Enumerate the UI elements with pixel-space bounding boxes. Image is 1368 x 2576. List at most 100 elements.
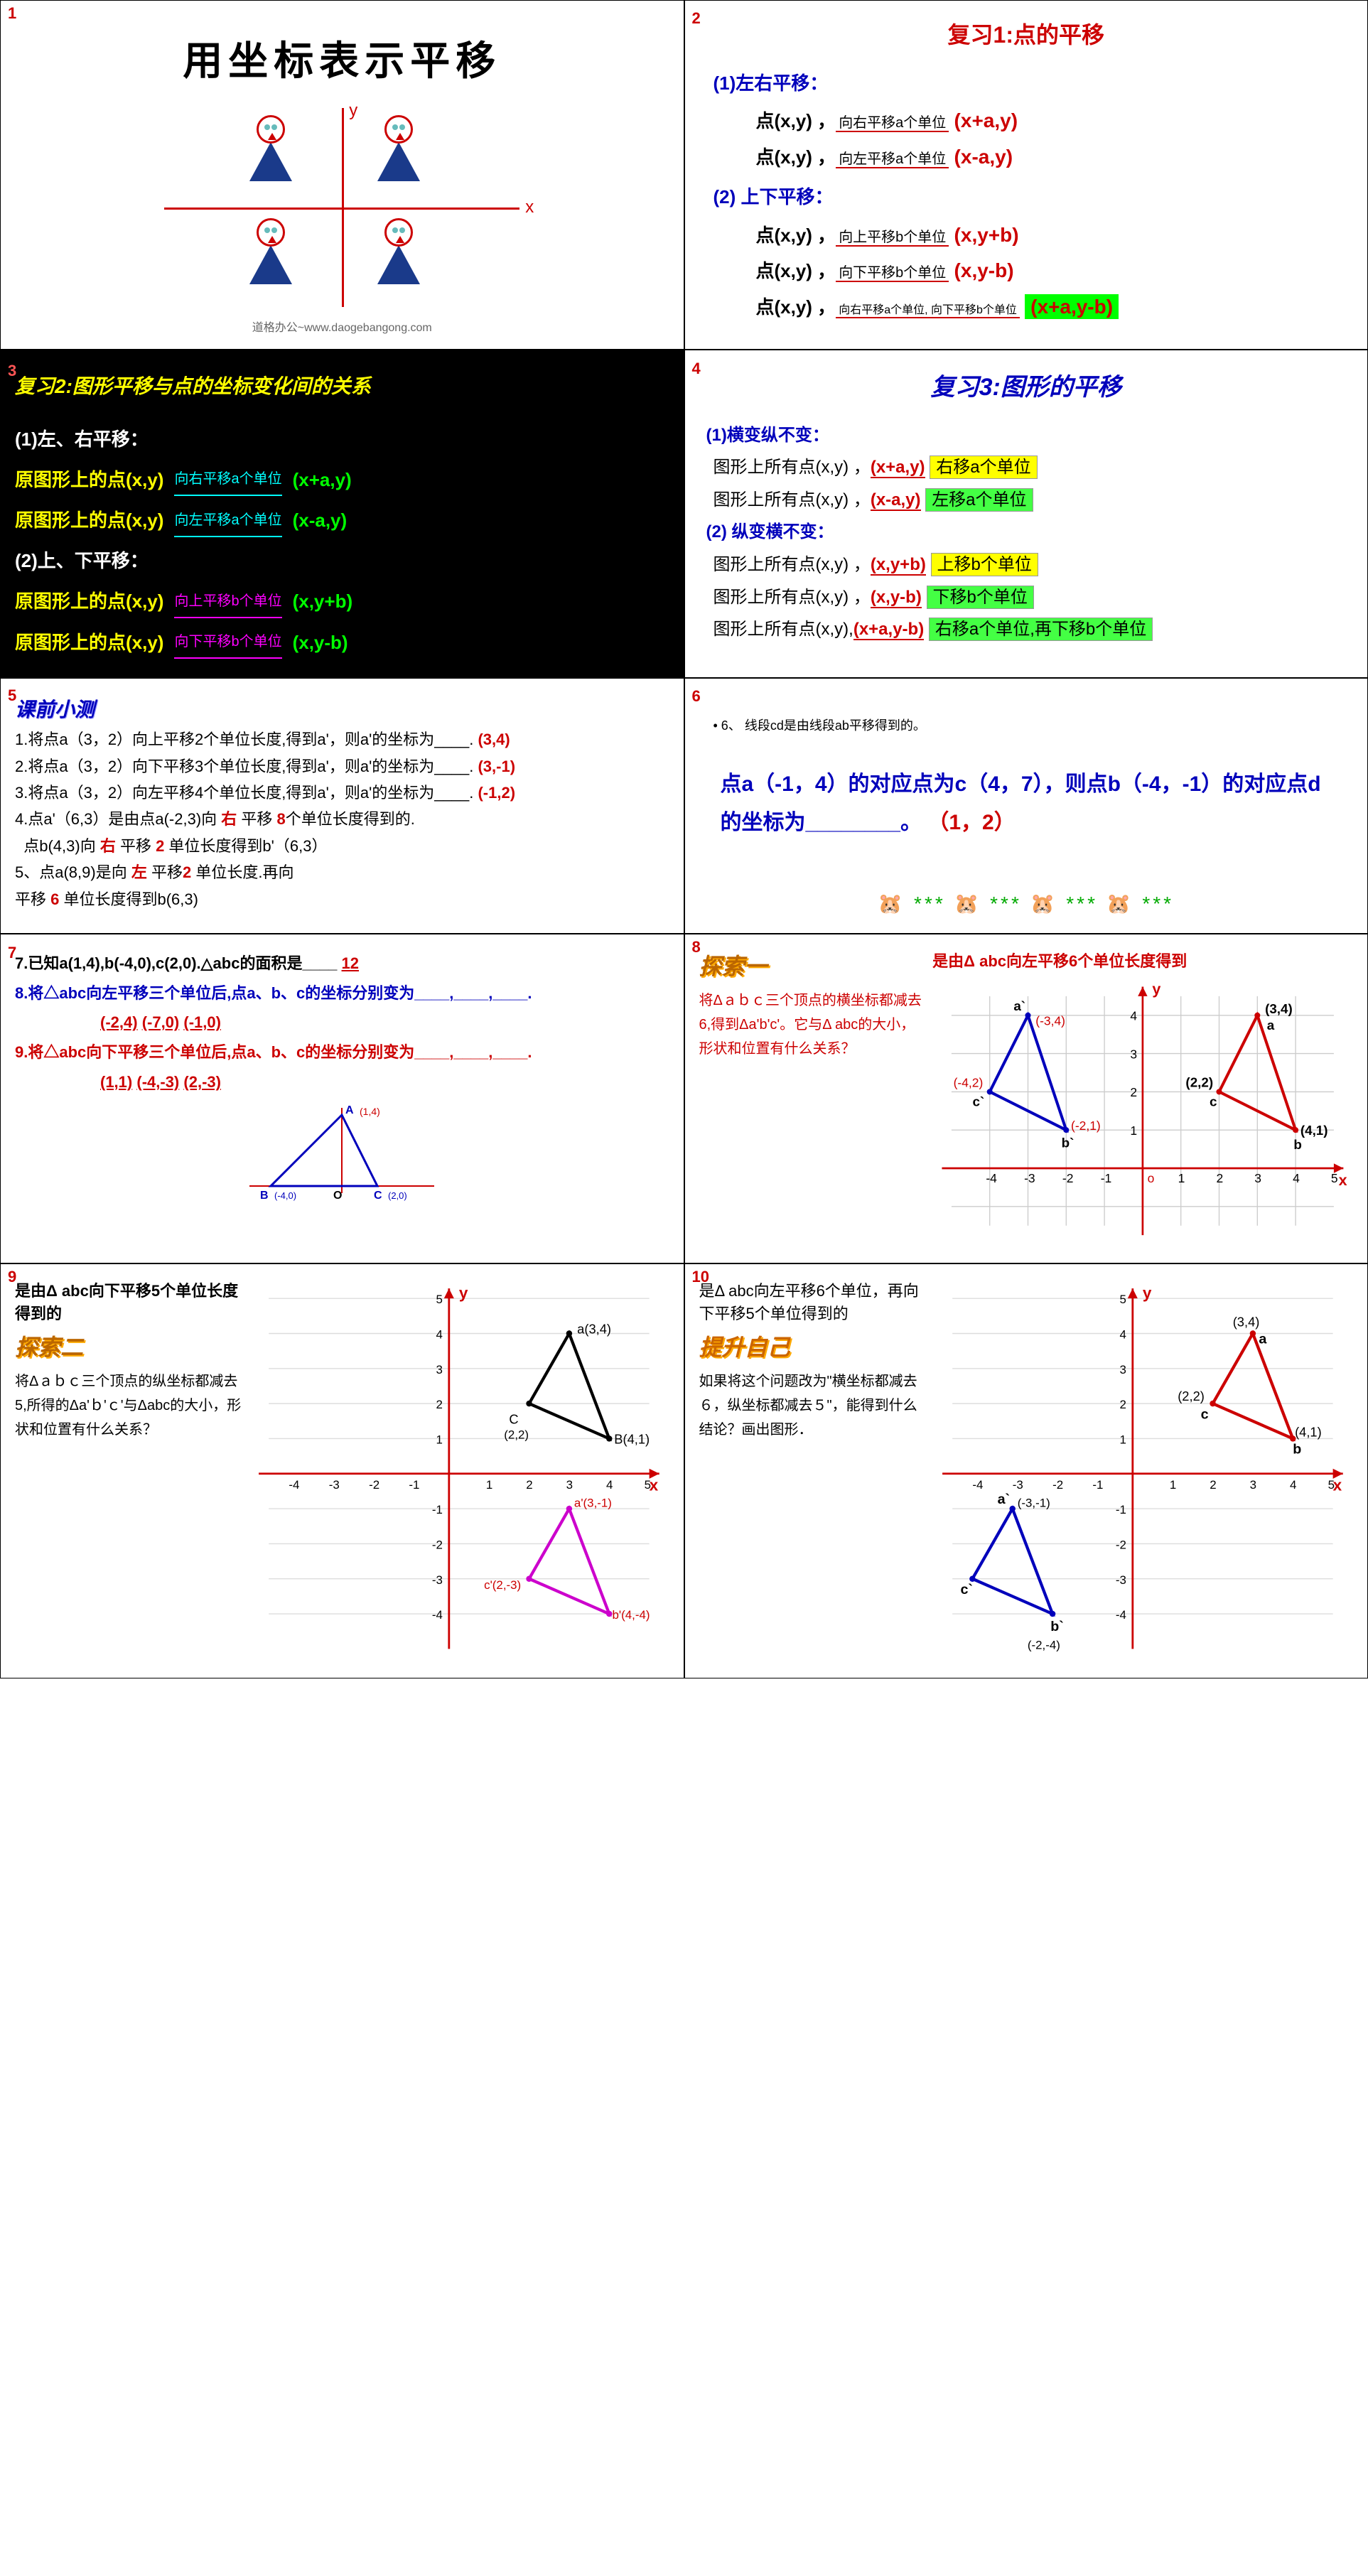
section-2: (2) 纵变横不变： [706, 516, 1354, 549]
svg-text:3: 3 [1131, 1047, 1138, 1061]
note: • 6、 线段cd是由线段ab平移得到的。 [713, 714, 1340, 737]
coordinate-axes: x y [164, 108, 519, 307]
svg-text:B: B [260, 1190, 269, 1202]
svg-text:a: a [1259, 1332, 1268, 1347]
review-title: 复习2:图形平移与点的坐标变化间的关系 [15, 365, 669, 409]
svg-text:y: y [459, 1285, 468, 1303]
watermark: 道格办公~www.daogebangong.com [15, 318, 669, 335]
svg-text:-3: -3 [1024, 1171, 1035, 1185]
svg-text:(2,2): (2,2) [1186, 1074, 1214, 1089]
rule-line: 图形上所有点(x,y) ，(x-a,y) 左移a个单位 [713, 484, 1354, 517]
svg-text:b`: b` [1050, 1619, 1064, 1634]
slide-title: 是Δ abc向左平移6个单位，再向下平移5个单位得到的 [699, 1278, 926, 1324]
svg-text:2: 2 [1217, 1171, 1224, 1185]
svg-text:A: A [345, 1104, 354, 1116]
figure-q4 [377, 218, 420, 284]
rule-line: 图形上所有点(x,y) ，(x+a,y) 右移a个单位 [713, 451, 1354, 484]
section-1: (1)横变纵不变： [706, 419, 1354, 452]
svg-text:1: 1 [1170, 1478, 1176, 1492]
svg-text:3: 3 [1250, 1478, 1256, 1492]
svg-text:b: b [1294, 1137, 1303, 1152]
quiz-badge: 课前小测 [15, 699, 95, 721]
rule-line: 点(x,y) ，向左平移a个单位 (x-a,y) [756, 139, 1354, 175]
svg-text:-4: -4 [973, 1478, 984, 1492]
svg-text:c: c [1201, 1407, 1209, 1423]
answer-row: (-2,4) (-7,0) (-1,0) [100, 1008, 669, 1038]
body-text: 将Δａｂｃ三个顶点的纵坐标都减去5,所得的Δa'ｂ'ｃ'与Δabc的大小，形状和… [15, 1369, 242, 1442]
svg-text:(2,2): (2,2) [1178, 1389, 1205, 1403]
svg-text:(4,1): (4,1) [1295, 1425, 1322, 1440]
slide-number: 3 [8, 354, 16, 388]
question: 4.点a'（6,3）是由点a(-2,3)向 右 平移 8个单位长度得到的. [15, 806, 669, 832]
svg-text:4: 4 [436, 1328, 442, 1342]
y-label: y [349, 101, 357, 121]
svg-text:(2,2): (2,2) [504, 1428, 529, 1442]
svg-text:-1: -1 [432, 1503, 443, 1516]
svg-text:-3: -3 [432, 1573, 443, 1587]
rule-line: 原图形上的点(x,y)向上平移b个单位(x,y+b) [15, 581, 669, 622]
slide-number: 7 [8, 938, 16, 968]
slide-5: 5 课前小测 1.将点a（3，2）向上平移2个单位长度,得到a'，则a'的坐标为… [0, 678, 684, 934]
slide-8: 8 探索一 将Δａｂｃ三个顶点的横坐标都减去6,得到Δa'b'c'。它与Δ ab… [684, 934, 1368, 1264]
svg-text:b: b [1293, 1442, 1301, 1457]
rule-line: 点(x,y) ，向下平移b个单位 (x,y-b) [756, 253, 1354, 289]
figure-q2 [249, 115, 292, 181]
problem: 点a（-1，4）的对应点为c（4，7），则点b（-4，-1）的对应点d的坐标为_… [721, 765, 1332, 842]
rule-line: 点(x,y) ，向上平移b个单位 (x,y+b) [756, 217, 1354, 253]
question: 7.已知a(1,4),b(-4,0),c(2,0).△abc的面积是____ 1… [15, 949, 669, 979]
svg-text:(4,1): (4,1) [1300, 1123, 1328, 1138]
coordinate-graph: x y -4-3-2-1 12345 12345 -1-2-3-4 (3,4)a… [932, 1278, 1353, 1659]
slide-10: 10 是Δ abc向左平移6个单位，再向下平移5个单位得到的 提升自己 如果将这… [684, 1263, 1368, 1678]
review-title: 复习3:图形的平移 [699, 365, 1354, 411]
svg-text:(2,0): (2,0) [388, 1190, 407, 1201]
question: 9.将△abc向下平移三个单位后,点a、b、c的坐标分别变为____,____,… [15, 1038, 669, 1067]
svg-text:-3: -3 [1116, 1573, 1126, 1587]
svg-text:a'(3,-1): a'(3,-1) [574, 1497, 612, 1510]
x-label: x [525, 198, 534, 217]
svg-text:4: 4 [1131, 1008, 1138, 1023]
slide-7: 7 7.已知a(1,4),b(-4,0),c(2,0).△abc的面积是____… [0, 934, 684, 1264]
section-2: (2)上、下平移： [15, 541, 669, 581]
explore-badge: 探索二 [15, 1330, 242, 1362]
svg-text:-4: -4 [1116, 1608, 1126, 1622]
slide-number: 2 [692, 4, 701, 33]
slide-6: 6 • 6、 线段cd是由线段ab平移得到的。 点a（-1，4）的对应点为c（4… [684, 678, 1368, 934]
svg-text:y: y [1153, 981, 1161, 998]
decoration-stars: 🐹 *** 🐹 *** 🐹 *** 🐹 *** [685, 886, 1368, 922]
svg-text:5: 5 [436, 1293, 442, 1307]
svg-text:(3,4): (3,4) [1233, 1315, 1260, 1330]
svg-text:4: 4 [1290, 1478, 1296, 1492]
svg-text:2: 2 [1210, 1478, 1216, 1492]
coordinate-graph: x y o -4-3-2-1 12345 1234 (3,4)a (4,1)b … [932, 977, 1353, 1245]
svg-text:5: 5 [1120, 1293, 1126, 1307]
body-text: 如果将这个问题改为"横坐标都减去６，纵坐标都减去５"，能得到什么结论？画出图形． [699, 1369, 926, 1442]
svg-text:(-3,4): (-3,4) [1035, 1013, 1065, 1028]
svg-text:4: 4 [606, 1478, 613, 1492]
slide-3: 3 复习2:图形平移与点的坐标变化间的关系 (1)左、右平移： 原图形上的点(x… [0, 350, 684, 678]
question: 点b(4,3)向 右 平移 2 单位长度得到b'（6,3） [15, 833, 669, 859]
section-2: (2) 上下平移： [713, 180, 1354, 214]
svg-text:b`: b` [1062, 1135, 1075, 1150]
svg-text:2: 2 [1131, 1085, 1138, 1099]
svg-text:5: 5 [644, 1478, 650, 1492]
svg-text:o: o [1148, 1171, 1155, 1185]
rule-line: 图形上所有点(x,y),(x+a,y-b) 右移a个单位,再下移b个单位 [713, 613, 1354, 646]
slide-number: 9 [8, 1268, 16, 1286]
svg-text:(-3,-1): (-3,-1) [1018, 1497, 1050, 1510]
svg-text:a: a [1267, 1018, 1275, 1033]
svg-text:-2: -2 [432, 1538, 443, 1552]
svg-text:C: C [509, 1412, 518, 1427]
svg-text:B(4,1): B(4,1) [614, 1432, 650, 1447]
explore-badge: 探索一 [699, 949, 926, 981]
svg-text:1: 1 [1120, 1433, 1126, 1447]
svg-text:3: 3 [566, 1478, 572, 1492]
body-text: 将Δａｂｃ三个顶点的横坐标都减去6,得到Δa'b'c'。它与Δ abc的大小，形… [699, 988, 926, 1061]
svg-text:O: O [333, 1190, 342, 1202]
slide-9: 9 是由Δ abc向下平移5个单位长度得到的 探索二 将Δａｂｃ三个顶点的纵坐标… [0, 1263, 684, 1678]
question: 2.将点a（3，2）向下平移3个单位长度,得到a'，则a'的坐标为____. (… [15, 753, 669, 780]
slide-title: 是由Δ abc向下平移5个单位长度得到的 [15, 1278, 242, 1324]
svg-text:(-4,2): (-4,2) [954, 1075, 984, 1089]
svg-text:1: 1 [1178, 1171, 1185, 1185]
review-title: 复习1:点的平移 [699, 15, 1354, 56]
section-1: (1)左右平移： [713, 67, 1354, 100]
